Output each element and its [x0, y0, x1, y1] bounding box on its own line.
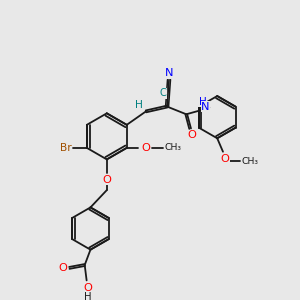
Text: H: H [135, 100, 143, 110]
Text: CH₃: CH₃ [242, 157, 258, 166]
Text: N: N [165, 68, 173, 78]
Text: O: O [220, 154, 229, 164]
Text: CH₃: CH₃ [164, 143, 181, 152]
Text: O: O [58, 263, 67, 273]
Text: N: N [201, 102, 210, 112]
Text: O: O [188, 130, 196, 140]
Text: O: O [142, 143, 150, 153]
Text: CH₃: CH₃ [164, 143, 181, 152]
Text: H: H [199, 97, 206, 107]
Text: C: C [160, 88, 167, 98]
Text: O: O [220, 154, 229, 164]
Text: H: H [199, 97, 206, 107]
Text: N: N [165, 68, 173, 78]
Text: N: N [201, 102, 210, 112]
Text: C: C [160, 88, 167, 98]
Text: H: H [135, 100, 143, 110]
Text: Br: Br [60, 143, 72, 153]
Text: CH₃: CH₃ [242, 157, 258, 166]
Text: H: H [84, 292, 91, 300]
Text: O: O [142, 143, 150, 153]
Text: O: O [58, 263, 67, 273]
Text: O: O [102, 175, 111, 184]
Text: O: O [83, 283, 92, 293]
Text: H: H [84, 292, 91, 300]
Text: O: O [102, 175, 111, 184]
Text: Br: Br [60, 143, 72, 153]
Text: O: O [83, 283, 92, 293]
Text: O: O [188, 130, 196, 140]
